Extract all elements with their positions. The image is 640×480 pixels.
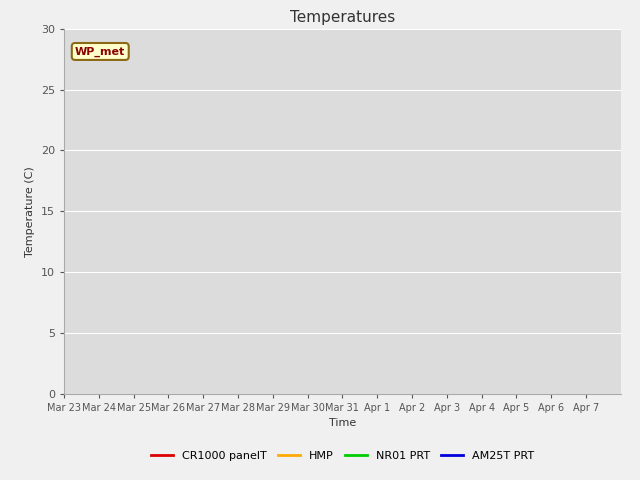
Y-axis label: Temperature (C): Temperature (C) <box>26 166 35 257</box>
Title: Temperatures: Temperatures <box>290 10 395 25</box>
Legend: CR1000 panelT, HMP, NR01 PRT, AM25T PRT: CR1000 panelT, HMP, NR01 PRT, AM25T PRT <box>146 446 539 466</box>
X-axis label: Time: Time <box>329 418 356 428</box>
Text: WP_met: WP_met <box>75 47 125 57</box>
